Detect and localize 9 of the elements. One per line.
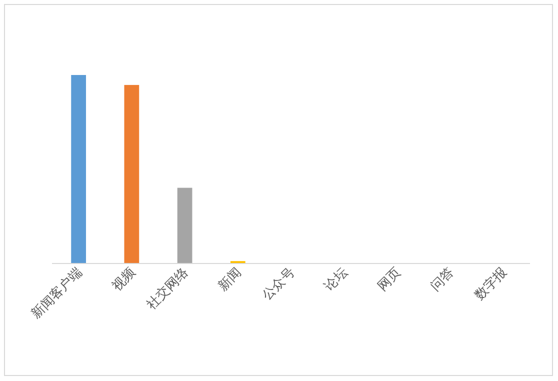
x-tick-label: 公众号 [260,265,298,304]
x-tick-label: 新闻客户端 [28,264,86,322]
x-tick-label: 问答 [428,265,458,294]
x-tick-label: 数字报 [471,264,510,304]
x-tick-label: 网页 [375,265,404,294]
x-tick-label: 视频 [110,265,138,294]
x-tick-label: 论坛 [322,265,351,294]
x-tick-label: 新闻 [216,265,245,294]
x-tick-label: 社交网络 [144,264,192,313]
